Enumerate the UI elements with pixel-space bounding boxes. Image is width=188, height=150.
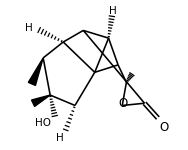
Polygon shape	[32, 95, 50, 106]
Polygon shape	[28, 58, 43, 85]
Text: H: H	[56, 133, 64, 143]
Text: O: O	[118, 97, 128, 110]
Text: H: H	[109, 6, 117, 16]
Text: O: O	[159, 121, 168, 134]
Text: HO: HO	[35, 118, 51, 128]
Text: H: H	[26, 23, 33, 33]
